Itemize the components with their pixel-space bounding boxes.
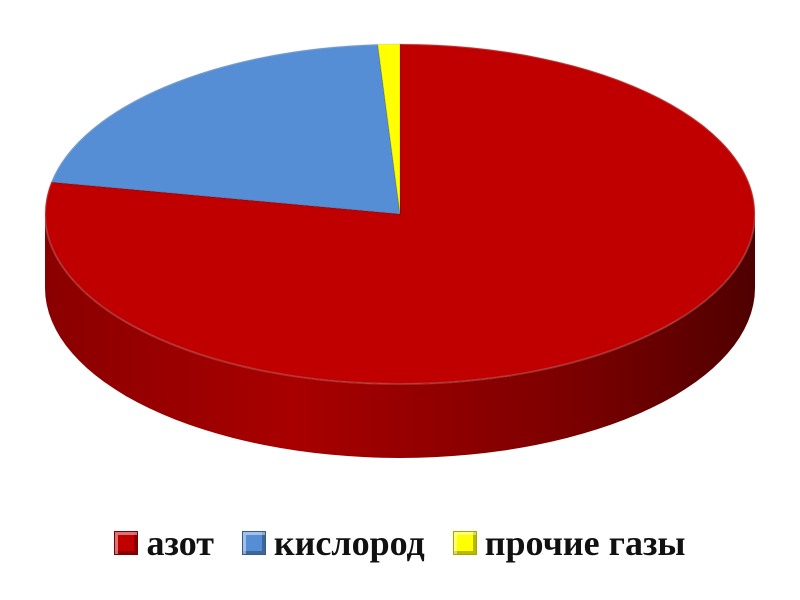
legend-label-oxygen: кислород [273, 523, 425, 563]
legend-item-other-gases: прочие газы [452, 523, 686, 563]
pie-side-rim [45, 214, 755, 458]
legend-item-oxygen: кислород [241, 523, 425, 563]
pie-slice-oxygen [50, 43, 401, 215]
pie-top-rim [44, 43, 756, 385]
legend-swatch-other-gases [452, 531, 477, 555]
pie-slice-nitrogen [44, 43, 756, 385]
legend-swatch-nitrogen [114, 531, 139, 555]
pie-side-layer [45, 214, 755, 458]
legend-item-nitrogen: азот [114, 523, 214, 563]
legend-label-nitrogen: азот [146, 523, 214, 563]
pie-top-layer [44, 43, 756, 385]
legend: азот кислород прочие газы [0, 508, 800, 578]
legend-label-other-gases: прочие газы [484, 523, 686, 563]
legend-swatch-oxygen [241, 531, 266, 555]
pie-slice-other-gases [377, 43, 401, 215]
